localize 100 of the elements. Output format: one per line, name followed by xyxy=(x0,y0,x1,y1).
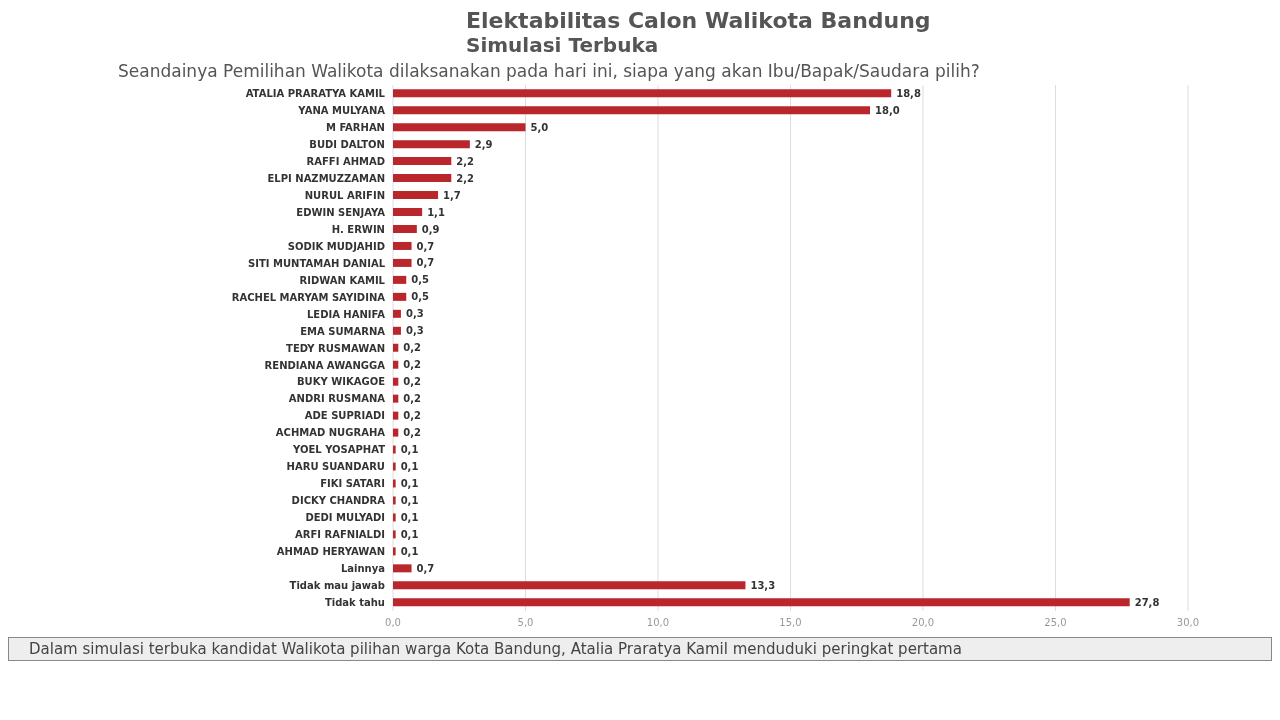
y-tick-label: ADE SUPRIADI xyxy=(304,410,385,422)
data-label: 0,3 xyxy=(405,308,424,320)
data-label: 2,2 xyxy=(456,172,475,184)
data-label: 13,3 xyxy=(750,579,776,591)
chart-subtitle: Simulasi Terbuka xyxy=(466,33,660,57)
x-tick-label: 0,0 xyxy=(385,617,401,629)
y-tick-label: EMA SUMARNA xyxy=(300,325,386,337)
data-label: 0,3 xyxy=(405,325,424,337)
data-label: 1,1 xyxy=(427,206,445,218)
data-label: 0,2 xyxy=(403,393,422,405)
y-tick-label: ELPI NAZMUZZAMAN xyxy=(267,172,385,184)
data-label: 0,9 xyxy=(421,223,440,235)
data-label: 2,9 xyxy=(474,138,493,150)
bar xyxy=(393,157,452,166)
bar xyxy=(393,191,439,200)
y-tick-label: RAFFI AHMAD xyxy=(306,155,385,167)
y-tick-label: TEDY RUSMAWAN xyxy=(286,342,385,354)
y-tick-label: Tidak mau jawab xyxy=(289,580,385,592)
bar xyxy=(393,564,412,573)
data-label: 27,8 xyxy=(1134,596,1160,608)
bar xyxy=(393,394,399,403)
data-label: 0,2 xyxy=(403,376,422,388)
y-tick-label: Lainnya xyxy=(340,563,385,575)
data-label: 0,1 xyxy=(400,511,419,523)
data-label: 0,7 xyxy=(416,240,435,252)
bar xyxy=(393,326,401,335)
data-label: 0,1 xyxy=(400,461,419,473)
bar xyxy=(393,479,396,488)
y-tick-label: ARFI RAFNIALDI xyxy=(295,529,385,541)
data-label: 0,1 xyxy=(400,495,419,507)
data-label: 18,8 xyxy=(896,87,921,99)
bar xyxy=(393,106,870,115)
y-tick-label: EDWIN SENJAYA xyxy=(296,206,386,218)
y-tick-label: HARU SUANDARU xyxy=(286,461,385,473)
bar xyxy=(393,513,396,522)
y-tick-label: ATALIA PRARATYA KAMIL xyxy=(245,88,386,100)
data-label: 0,1 xyxy=(400,444,419,456)
bar xyxy=(393,224,417,233)
bar xyxy=(393,123,526,132)
data-label: 0,1 xyxy=(400,478,419,490)
bar xyxy=(393,377,399,386)
bar xyxy=(393,547,396,556)
data-label: 0,1 xyxy=(400,545,419,557)
bar xyxy=(393,360,399,369)
y-tick-label: SITI MUNTAMAH DANIAL xyxy=(248,257,386,269)
y-tick-label: RACHEL MARYAM SAYIDINA xyxy=(231,291,386,303)
y-tick-label: AHMAD HERYAWAN xyxy=(276,546,385,558)
bar xyxy=(393,496,396,505)
y-tick-label: RENDIANA AWANGGA xyxy=(264,359,386,371)
bar xyxy=(393,174,452,183)
y-tick-label: DICKY CHANDRA xyxy=(291,495,386,507)
data-label: 0,5 xyxy=(411,291,430,303)
x-tick-label: 30,0 xyxy=(1176,617,1200,629)
data-label: 18,0 xyxy=(875,104,900,116)
data-label: 0,2 xyxy=(403,342,422,354)
data-label: 0,2 xyxy=(403,410,422,422)
y-tick-label: YANA MULYANA xyxy=(297,105,386,116)
bar xyxy=(393,343,399,352)
y-tick-label: M FARHAN xyxy=(325,121,385,133)
data-label: 2,2 xyxy=(456,155,475,167)
data-label: 0,2 xyxy=(403,427,422,439)
x-tick-label: 10,0 xyxy=(646,617,670,629)
bar xyxy=(393,309,401,318)
x-tick-label: 20,0 xyxy=(911,617,935,629)
text: Dalam simulasi terbuka kandidat Walikota pilihan warga Kota Bandung, Atalia Praratya Kamil menduduki peringkat pertama xyxy=(8,637,1272,661)
y-tick-label: FIKI SATARI xyxy=(320,478,385,490)
y-tick-label: BUKY WIKAGOE xyxy=(297,376,386,388)
bar xyxy=(393,89,892,98)
y-tick-label: H. ERWIN xyxy=(331,223,385,235)
data-label: 0,2 xyxy=(403,359,422,371)
data-label: 1,7 xyxy=(443,189,461,201)
x-tick-label: 25,0 xyxy=(1044,617,1067,629)
bar xyxy=(393,462,396,471)
x-tick-label: 5,0 xyxy=(517,617,534,629)
y-tick-label: SODIK MUDJAHID xyxy=(287,240,385,252)
bar xyxy=(393,598,1130,607)
bar xyxy=(393,445,396,454)
y-tick-label: RIDWAN KAMIL xyxy=(299,274,386,286)
x-axis-title: Seandainya Pemilihan Walikota dilaksanakan pada hari ini, siapa yang akan Ibu/Bapak/Saudara pilih? xyxy=(118,61,981,81)
bar xyxy=(393,275,407,284)
data-label: 0,7 xyxy=(416,257,435,269)
data-label: 0,7 xyxy=(416,562,435,574)
x-tick-label: 15,0 xyxy=(779,617,802,629)
data-label: 0,5 xyxy=(411,274,430,286)
bar xyxy=(393,530,396,539)
bar xyxy=(393,411,399,420)
y-tick-label: ACHMAD NUGRAHA xyxy=(275,427,386,439)
bar xyxy=(393,208,423,217)
bar xyxy=(393,140,470,149)
data-label: 5,0 xyxy=(530,121,549,133)
y-tick-label: ANDRI RUSMANA xyxy=(288,393,386,405)
y-tick-label: DEDI MULYADI xyxy=(305,512,385,524)
data-label: 0,1 xyxy=(400,528,419,540)
chart-title: Elektabilitas Calon Walikota Bandung xyxy=(466,8,932,33)
bar xyxy=(393,428,399,437)
y-tick-label: YOEL YOSAPHAT xyxy=(292,444,386,456)
bar xyxy=(393,241,412,250)
bar xyxy=(393,258,412,267)
bar xyxy=(393,292,407,301)
y-tick-label: NURUL ARIFIN xyxy=(304,189,385,201)
